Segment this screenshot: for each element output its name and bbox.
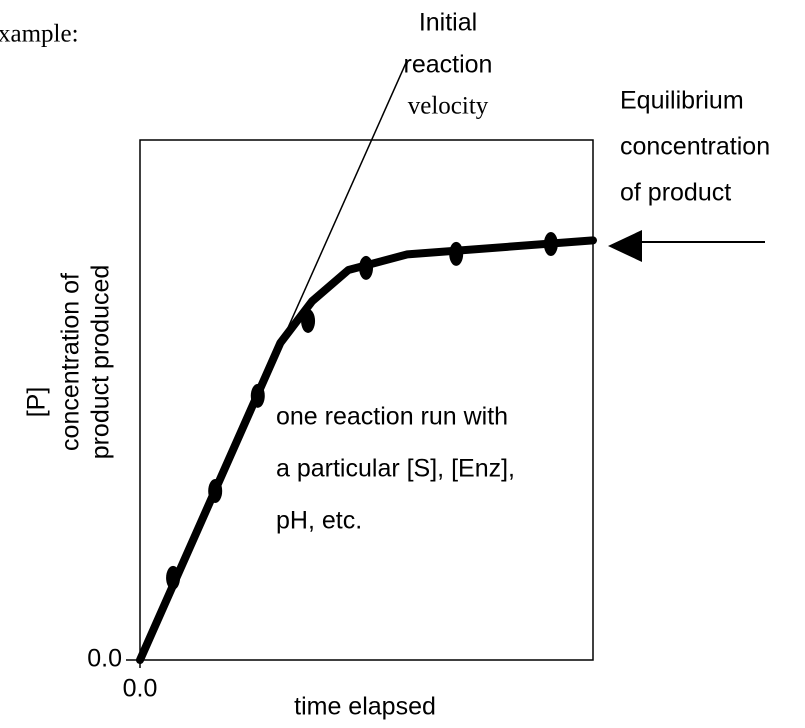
data-point (543, 232, 558, 256)
plot-frame (139, 139, 594, 661)
y-tick-label: 0.0 (87, 645, 122, 673)
annotation: of product (620, 179, 731, 207)
annotation: a particular [S], [Enz], (276, 455, 515, 483)
annotation: concentration (620, 133, 770, 161)
data-point (301, 308, 316, 333)
annotation: one reaction run with (276, 403, 508, 431)
fit-curve (136, 236, 597, 664)
data-point (359, 255, 374, 280)
annotation: Equilibrium (620, 87, 744, 115)
y-axis-label: [P] (23, 387, 51, 418)
x-tick-label: 0.0 (123, 675, 158, 703)
annotation: Initial (419, 9, 477, 37)
annotation: xample: (0, 21, 79, 48)
arrow-head (608, 230, 642, 262)
annotation: reaction (404, 51, 493, 79)
y-axis-label: product produced (87, 265, 115, 460)
annotation: pH, etc. (276, 507, 362, 535)
data-point (166, 565, 181, 590)
annotation: velocity (408, 93, 489, 120)
y-axis-label: concentration of (57, 273, 85, 451)
x-axis-label: time elapsed (294, 693, 436, 721)
data-point (208, 479, 223, 503)
data-point (449, 241, 464, 266)
data-point (250, 383, 265, 408)
